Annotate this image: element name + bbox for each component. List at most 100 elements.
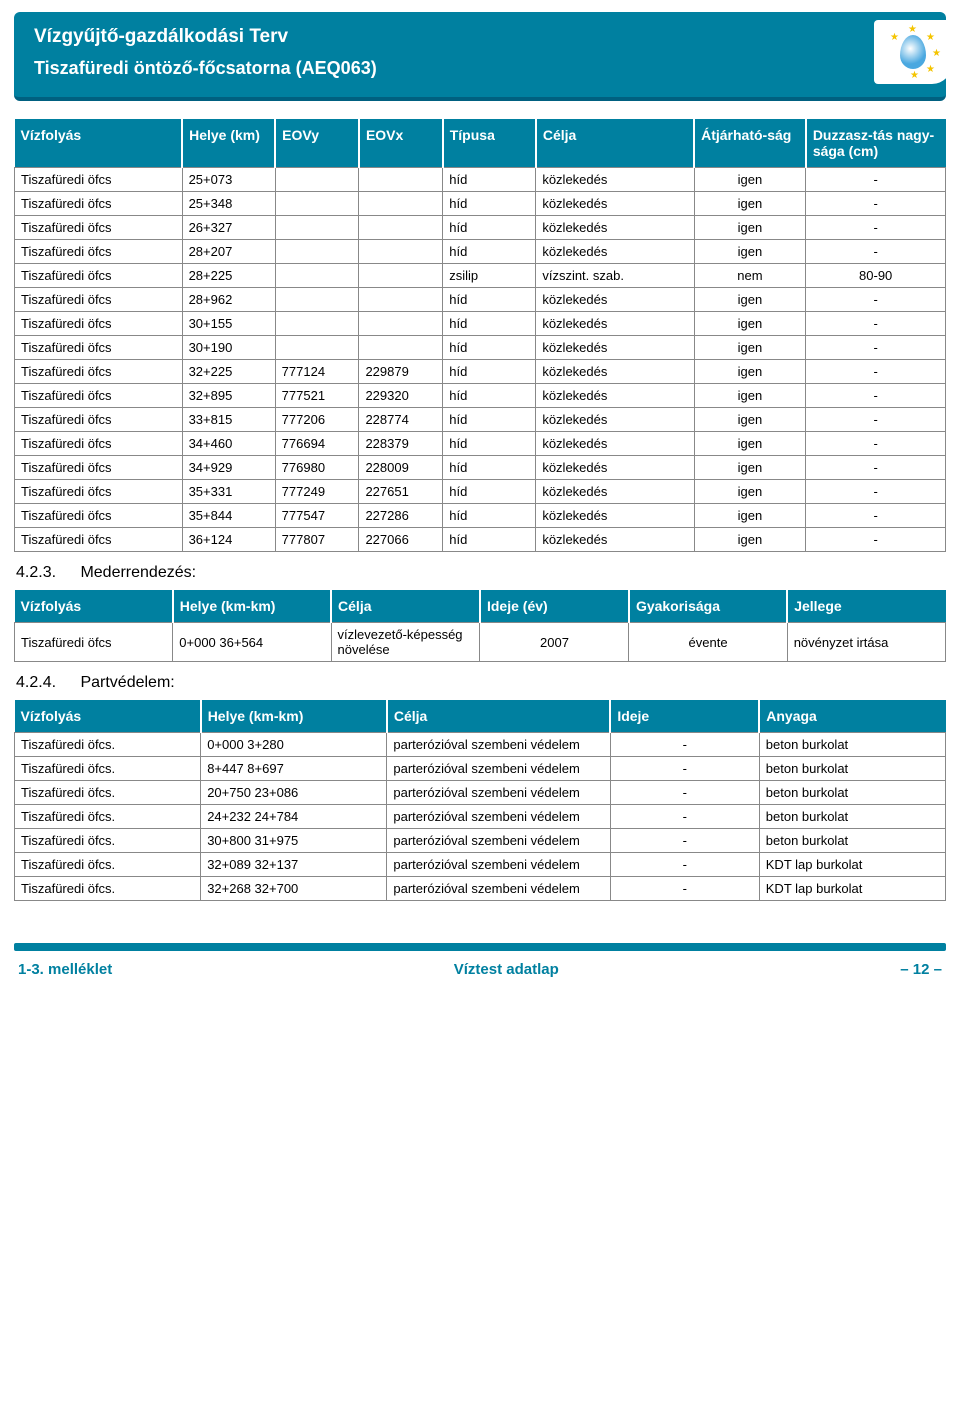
table-cell [275, 312, 359, 336]
table-cell: Tiszafüredi öfcs [15, 456, 183, 480]
table-cell: közlekedés [536, 216, 694, 240]
table-cell: parterózióval szembeni védelem [387, 733, 610, 757]
table-cell: igen [694, 216, 806, 240]
table-cell: 776694 [275, 432, 359, 456]
table-row: Tiszafüredi öfcs26+327hídközlekedésigen- [15, 216, 946, 240]
table-cell: Tiszafüredi öfcs. [15, 781, 201, 805]
section-title: Mederrendezés: [80, 564, 196, 581]
table-cell: Tiszafüredi öfcs. [15, 853, 201, 877]
table-cell: Tiszafüredi öfcs [15, 408, 183, 432]
table-cell: igen [694, 384, 806, 408]
table-cell: 33+815 [182, 408, 275, 432]
table-cell [275, 264, 359, 288]
footer-right: – 12 – [900, 961, 942, 978]
table-cell: - [806, 456, 946, 480]
table-cell: igen [694, 360, 806, 384]
table-cell: parterózióval szembeni védelem [387, 805, 610, 829]
table-cell: KDT lap burkolat [759, 853, 945, 877]
table-cell: igen [694, 432, 806, 456]
table-cell: híd [443, 288, 536, 312]
column-header: Anyaga [759, 700, 945, 733]
table-row: Tiszafüredi öfcs.24+232 24+784parterózió… [15, 805, 946, 829]
table-cell: Tiszafüredi öfcs. [15, 757, 201, 781]
table-cell: közlekedés [536, 456, 694, 480]
column-header: Vízfolyás [15, 119, 183, 168]
table-cell: 227651 [359, 480, 443, 504]
table-cell: 228379 [359, 432, 443, 456]
table-cell: Tiszafüredi öfcs [15, 240, 183, 264]
table-cell: Tiszafüredi öfcs [15, 336, 183, 360]
table-cell: közlekedés [536, 312, 694, 336]
table-cell: közlekedés [536, 432, 694, 456]
section-423-heading: 4.2.3. Mederrendezés: [16, 564, 946, 582]
table-cell: beton burkolat [759, 829, 945, 853]
column-header: EOVx [359, 119, 443, 168]
table-cell: híd [443, 360, 536, 384]
table-cell: nem [694, 264, 806, 288]
eu-water-logo-icon: ★ ★ ★ ★ ★ ★ [874, 20, 952, 84]
table-cell: 32+225 [182, 360, 275, 384]
table-cell: Tiszafüredi öfcs. [15, 805, 201, 829]
column-header: Helye (km-km) [173, 590, 331, 623]
column-header: Célja [536, 119, 694, 168]
table-cell: 777249 [275, 480, 359, 504]
table-cell: híd [443, 336, 536, 360]
table-cell: 34+929 [182, 456, 275, 480]
table-row: Tiszafüredi öfcs.8+447 8+697parterózióva… [15, 757, 946, 781]
table-cell: - [806, 288, 946, 312]
table-cell: 20+750 23+086 [201, 781, 387, 805]
table-row: Tiszafüredi öfcs.0+000 3+280parterózióva… [15, 733, 946, 757]
table-cell: - [610, 877, 759, 901]
table-cell: parterózióval szembeni védelem [387, 781, 610, 805]
table-cell: igen [694, 408, 806, 432]
table-cell: Tiszafüredi öfcs [15, 216, 183, 240]
table-cell: 35+331 [182, 480, 275, 504]
table-cell: 777521 [275, 384, 359, 408]
column-header: Gyakorisága [629, 590, 787, 623]
table-cell: 36+124 [182, 528, 275, 552]
table-cell: 30+800 31+975 [201, 829, 387, 853]
table-cell: Tiszafüredi öfcs. [15, 877, 201, 901]
table-cell: 28+207 [182, 240, 275, 264]
table-row: Tiszafüredi öfcs28+225zsilipvízszint. sz… [15, 264, 946, 288]
table-row: Tiszafüredi öfcs28+962hídközlekedésigen- [15, 288, 946, 312]
section-title: Partvédelem: [80, 674, 174, 691]
column-header: Célja [331, 590, 480, 623]
footer: 1-3. melléklet Víztest adatlap – 12 – [0, 951, 960, 996]
table-cell: 229879 [359, 360, 443, 384]
table-cell: igen [694, 168, 806, 192]
table-row: Tiszafüredi öfcs35+331777249227651hídköz… [15, 480, 946, 504]
section-number: 4.2.4. [16, 674, 76, 692]
table-cell [359, 240, 443, 264]
table-cell: 35+844 [182, 504, 275, 528]
table-cell: híd [443, 456, 536, 480]
table-cell: 776980 [275, 456, 359, 480]
table-cell: 228009 [359, 456, 443, 480]
table-row: Tiszafüredi öfcs32+895777521229320hídköz… [15, 384, 946, 408]
table-cell: közlekedés [536, 240, 694, 264]
table-cell: 32+268 32+700 [201, 877, 387, 901]
table-cell: 777807 [275, 528, 359, 552]
table-cell: igen [694, 504, 806, 528]
table-cell: közlekedés [536, 528, 694, 552]
column-header: Helye (km-km) [201, 700, 387, 733]
table-cell: - [610, 805, 759, 829]
column-header: EOVy [275, 119, 359, 168]
table-cell: 777124 [275, 360, 359, 384]
table-cell: Tiszafüredi öfcs [15, 504, 183, 528]
table-cell: KDT lap burkolat [759, 877, 945, 901]
column-header: Jellege [787, 590, 945, 623]
table-cell: 0+000 36+564 [173, 623, 331, 662]
section-number: 4.2.3. [16, 564, 76, 582]
table-cell: igen [694, 480, 806, 504]
table-row: Tiszafüredi öfcs.20+750 23+086parterózió… [15, 781, 946, 805]
table-cell: - [806, 504, 946, 528]
table-cell: - [806, 408, 946, 432]
table-row: Tiszafüredi öfcs.32+089 32+137parterózió… [15, 853, 946, 877]
table-cell: híd [443, 312, 536, 336]
table-cell: parterózióval szembeni védelem [387, 853, 610, 877]
table-cell [359, 264, 443, 288]
table-cell: Tiszafüredi öfcs [15, 528, 183, 552]
table-cell: Tiszafüredi öfcs [15, 168, 183, 192]
table-cell: híd [443, 408, 536, 432]
